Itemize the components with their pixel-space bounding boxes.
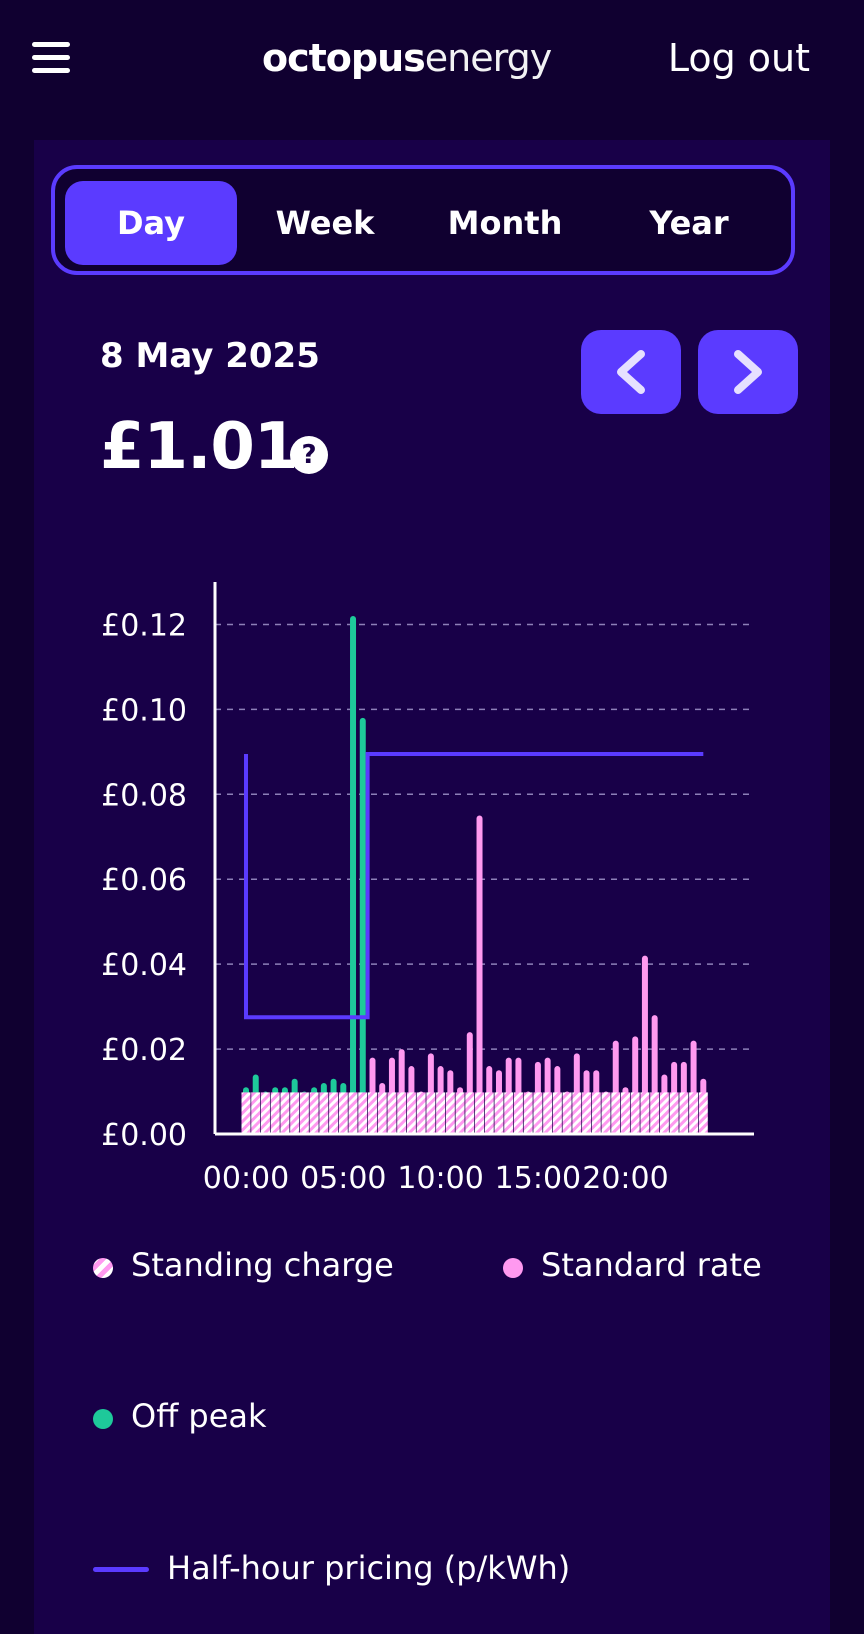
octopus-energy-logo[interactable]: octopusenergy [262, 36, 552, 80]
standing-charge-bar [260, 1092, 270, 1134]
standing-charge-bar [338, 1092, 348, 1134]
pink-dot-icon [503, 1258, 523, 1278]
legend-standard-rate: Standard rate [541, 1246, 762, 1284]
standing-charge-bar [523, 1092, 533, 1134]
standing-charge-bar [309, 1092, 319, 1134]
usage-card [34, 140, 830, 1634]
standing-charge-bar [484, 1092, 494, 1134]
x-tick-label: 10:00 [397, 1161, 483, 1196]
standing-charge-bar [698, 1092, 708, 1134]
x-tick-label: 00:00 [203, 1161, 289, 1196]
y-tick-label: £0.06 [101, 863, 187, 898]
y-tick-label: £0.00 [101, 1118, 187, 1153]
standing-charge-bar [397, 1092, 407, 1134]
off-peak-bar [350, 615, 357, 1134]
standing-charge-bar [591, 1092, 601, 1134]
standing-charge-bar [465, 1092, 475, 1134]
line-icon [93, 1567, 149, 1572]
hamburger-menu-icon[interactable] [32, 42, 70, 74]
standing-charge-bar [504, 1092, 514, 1134]
x-tick-label: 20:00 [582, 1161, 668, 1196]
legend-off-peak: Off peak [131, 1397, 267, 1435]
next-day-button[interactable] [698, 330, 798, 414]
standing-charge-bar [630, 1092, 640, 1134]
bars [241, 615, 708, 1134]
legend-half-hour-pricing: Half-hour pricing (p/kWh) [167, 1549, 571, 1587]
standard-rate-bar [476, 815, 483, 1134]
y-tick-label: £0.08 [101, 778, 187, 813]
standing-charge-bar [436, 1092, 446, 1134]
standing-charge-bar [377, 1092, 387, 1134]
y-axis-ticks: £0.00 £0.02 £0.04 £0.06 £0.08 £0.10 £0.12 [101, 608, 187, 1153]
standing-charge-bar [387, 1092, 397, 1134]
standing-charge-bar [513, 1092, 523, 1134]
standing-charge-bar [251, 1092, 261, 1134]
x-tick-label: 15:00 [495, 1161, 581, 1196]
x-axis-ticks: 00:00 05:00 10:00 15:00 20:00 [203, 1161, 669, 1196]
period-tabs: Day Week Month Year [51, 165, 795, 275]
chevron-left-icon [617, 350, 645, 394]
green-dot-icon [93, 1409, 113, 1429]
standing-charge-bar [348, 1092, 358, 1134]
standing-charge-bar [475, 1092, 485, 1134]
half-hour-pricing-line [244, 751, 704, 1020]
standing-charge-bar [319, 1092, 329, 1134]
standing-charge-bar [543, 1092, 553, 1134]
standing-charge-bar [299, 1092, 309, 1134]
y-tick-label: £0.12 [101, 608, 187, 643]
standing-charge-bar [280, 1092, 290, 1134]
standing-charge-bar [406, 1092, 416, 1134]
app-header: octopusenergy Log out [0, 0, 864, 120]
striped-dot-icon [93, 1258, 113, 1278]
standing-charge-bar [270, 1092, 280, 1134]
daily-cost-chart: £0.00 £0.02 £0.04 £0.06 £0.08 £0.10 £0.12 00:0… [101, 582, 754, 1196]
chevron-right-icon [734, 350, 762, 394]
standing-charge-bar [455, 1092, 465, 1134]
standing-charge-bar [689, 1092, 699, 1134]
selected-date: 8 May 2025 [100, 336, 320, 376]
legend-standing-charge: Standing charge [131, 1246, 394, 1284]
off-peak-bar [359, 717, 366, 1134]
logo-light-text: energy [424, 36, 552, 80]
standing-charge-bar [640, 1092, 650, 1134]
standing-charge-bar [533, 1092, 543, 1134]
standing-charge-bar [620, 1092, 630, 1134]
tab-month[interactable]: Month [447, 204, 563, 242]
y-tick-label: £0.04 [101, 948, 187, 983]
tab-week[interactable]: Week [275, 204, 375, 242]
standing-charge-bar [562, 1092, 572, 1134]
standing-charge-bar [611, 1092, 621, 1134]
standing-charge-bar [290, 1092, 300, 1134]
standing-charge-bar [669, 1092, 679, 1134]
logout-link[interactable]: Log out [667, 36, 810, 80]
pricing-line [244, 751, 704, 1020]
standing-charge-bar [241, 1092, 251, 1134]
logo-bold-text: octopus [262, 36, 426, 80]
standing-charge-bar [650, 1092, 660, 1134]
question-circle-icon[interactable]: ? [290, 436, 328, 474]
standing-charge-bar [582, 1092, 592, 1134]
standing-charge-bar [358, 1092, 368, 1134]
tab-day[interactable]: Day [65, 181, 237, 265]
standing-charge-bar [601, 1092, 611, 1134]
standing-charge-bar [329, 1092, 339, 1134]
y-tick-label: £0.10 [101, 693, 187, 728]
standing-charge-bar [659, 1092, 669, 1134]
standing-charge-bar [426, 1092, 436, 1134]
standing-charge-bar [367, 1092, 377, 1134]
standing-charge-bar [445, 1092, 455, 1134]
standard-rate-bar [641, 955, 648, 1134]
x-tick-label: 05:00 [300, 1161, 386, 1196]
total-cost: £1.01 [100, 410, 298, 484]
y-tick-label: £0.02 [101, 1033, 187, 1068]
previous-day-button[interactable] [581, 330, 681, 414]
standing-charge-bar [679, 1092, 689, 1134]
tab-year[interactable]: Year [649, 204, 729, 242]
standing-charge-bar [416, 1092, 426, 1134]
standing-charge-bar [552, 1092, 562, 1134]
standing-charge-bar [494, 1092, 504, 1134]
standing-charge-bar [572, 1092, 582, 1134]
